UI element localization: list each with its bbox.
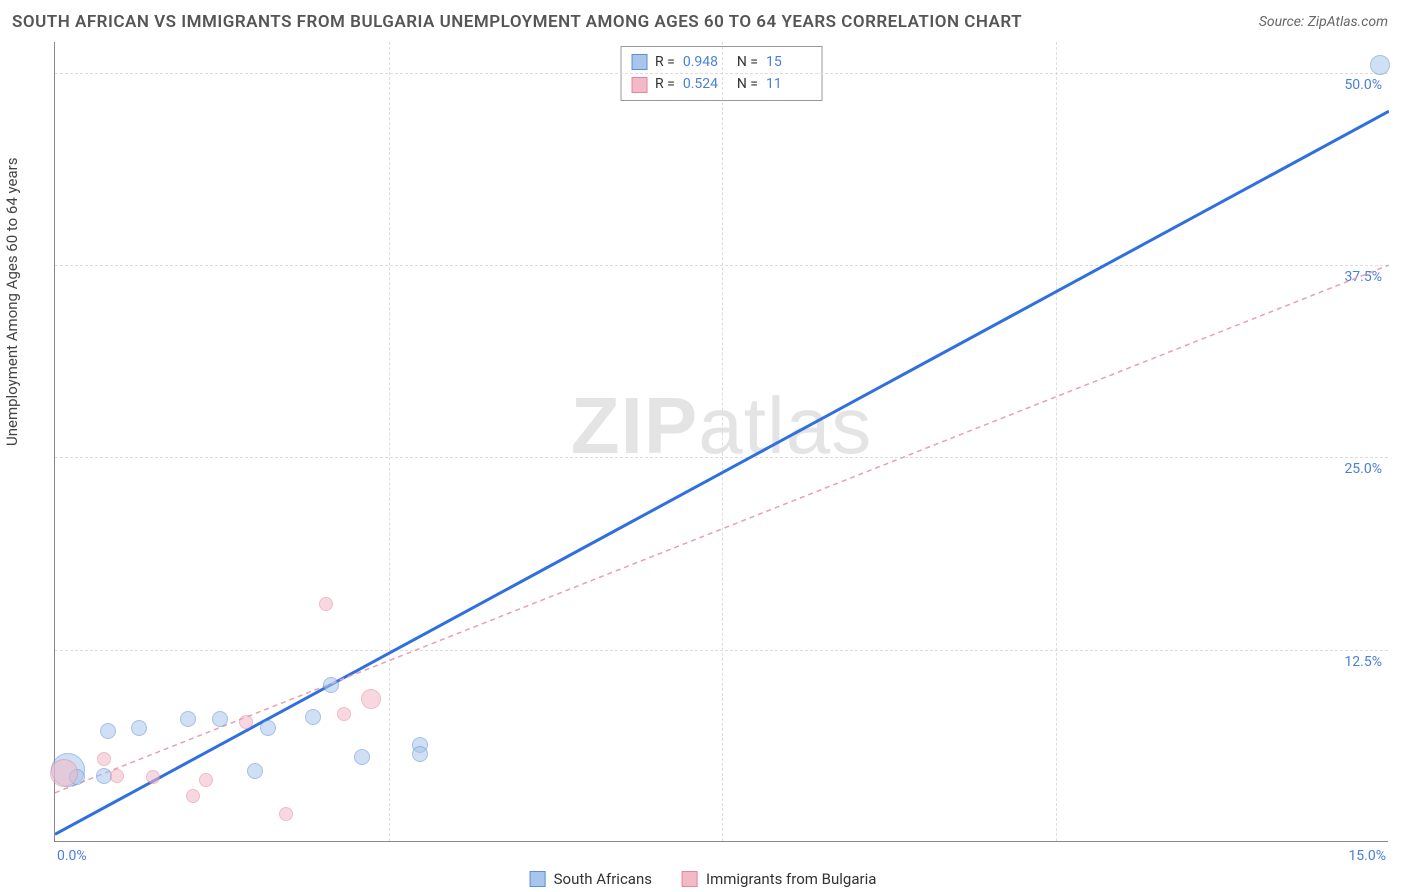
x-tick-label: 15.0%	[1348, 848, 1386, 864]
data-point	[412, 746, 428, 762]
gridline-v	[1056, 42, 1057, 841]
data-point	[110, 769, 124, 783]
data-point	[1370, 55, 1390, 75]
stat-n-label-1: N =	[737, 51, 758, 73]
stat-n-label-2: N =	[737, 73, 758, 95]
data-point	[239, 715, 253, 729]
watermark-bold: ZIP	[571, 381, 698, 470]
swatch-series-2	[631, 77, 647, 93]
bottom-legend: South Africans Immigrants from Bulgaria	[530, 870, 877, 888]
data-point	[131, 720, 147, 736]
correlation-chart: SOUTH AFRICAN VS IMMIGRANTS FROM BULGARI…	[0, 0, 1406, 892]
data-point	[199, 773, 213, 787]
legend-swatch-1	[530, 871, 546, 887]
stat-r-label-2: R =	[655, 73, 675, 95]
gridline-v	[389, 42, 390, 841]
data-point	[247, 763, 263, 779]
stat-n-val-2: 11	[766, 73, 812, 95]
data-point	[354, 749, 370, 765]
data-point	[361, 689, 381, 709]
y-tick-label: 37.5%	[1344, 269, 1382, 285]
plot-area: ZIPatlas R = 0.948 N = 15 R = 0.524 N = …	[54, 42, 1388, 842]
data-point	[50, 759, 78, 787]
legend-swatch-2	[682, 871, 698, 887]
x-tick-label: 0.0%	[57, 848, 87, 864]
legend-label-1: South Africans	[554, 870, 652, 888]
source-attribution: Source: ZipAtlas.com	[1259, 14, 1388, 30]
legend-label-2: Immigrants from Bulgaria	[706, 870, 876, 888]
data-point	[305, 709, 321, 725]
data-point	[323, 677, 339, 693]
legend-item-1: South Africans	[530, 870, 652, 888]
data-point	[337, 707, 351, 721]
data-point	[186, 789, 200, 803]
watermark-light: atlas	[698, 381, 872, 470]
y-tick-label: 50.0%	[1344, 77, 1382, 93]
data-point	[146, 770, 160, 784]
y-tick-label: 25.0%	[1344, 461, 1382, 477]
data-point	[212, 711, 228, 727]
stat-n-val-1: 15	[766, 51, 812, 73]
data-point	[260, 720, 276, 736]
data-point	[100, 723, 116, 739]
data-point	[279, 807, 293, 821]
gridline-v	[722, 42, 723, 841]
legend-item-2: Immigrants from Bulgaria	[682, 870, 876, 888]
y-axis-label: Unemployment Among Ages 60 to 64 years	[3, 158, 21, 446]
data-point	[97, 752, 111, 766]
data-point	[319, 597, 333, 611]
swatch-series-1	[631, 54, 647, 70]
y-tick-label: 12.5%	[1344, 654, 1382, 670]
stat-r-label-1: R =	[655, 51, 675, 73]
chart-title: SOUTH AFRICAN VS IMMIGRANTS FROM BULGARI…	[12, 12, 1022, 32]
data-point	[180, 711, 196, 727]
